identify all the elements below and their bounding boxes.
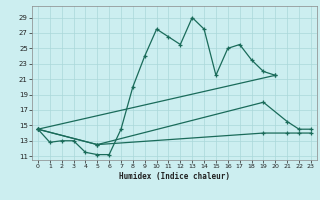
X-axis label: Humidex (Indice chaleur): Humidex (Indice chaleur) bbox=[119, 172, 230, 181]
